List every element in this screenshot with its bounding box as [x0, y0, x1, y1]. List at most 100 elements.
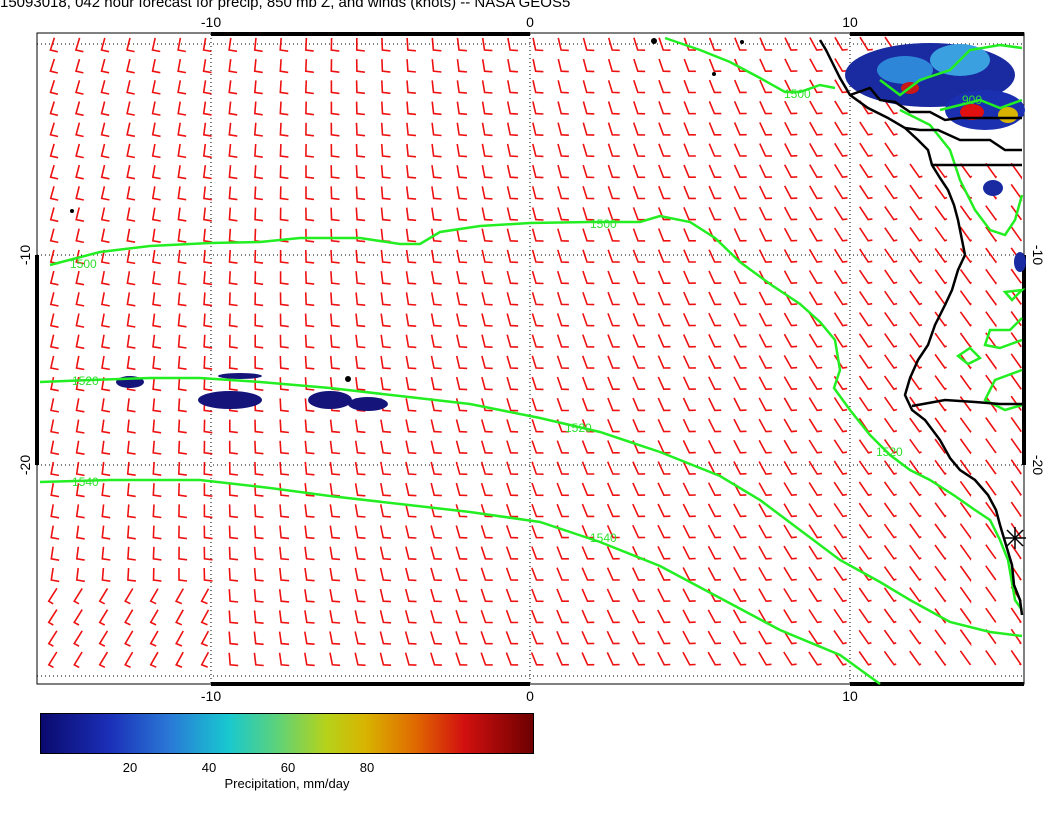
wind-barb — [783, 545, 797, 560]
wind-barb — [279, 567, 290, 582]
wind-barb — [304, 546, 315, 561]
wind-barb — [733, 334, 747, 348]
precip-patches — [116, 43, 1026, 411]
wind-barb — [733, 143, 747, 157]
precip-patch — [218, 373, 262, 379]
wind-barb — [101, 483, 111, 498]
wind-barb — [1010, 416, 1022, 433]
wind-barb — [455, 419, 468, 433]
wind-barb — [607, 291, 620, 306]
wind-barb — [228, 652, 239, 667]
wind-barb — [481, 186, 493, 200]
wind-barb — [1010, 226, 1022, 242]
wind-barb — [330, 228, 340, 243]
wind-barb — [480, 609, 493, 624]
wind-barb — [883, 417, 898, 433]
wind-barb — [505, 525, 519, 539]
wind-barb — [430, 271, 442, 285]
wind-barb — [657, 503, 671, 518]
wind-barb — [75, 334, 85, 350]
wind-barb — [380, 377, 391, 391]
wind-barb — [47, 651, 58, 669]
wind-barb — [959, 480, 972, 497]
wind-barb — [707, 630, 722, 645]
wind-barb — [708, 58, 722, 72]
wind-barb — [733, 270, 747, 285]
wind-barb — [480, 631, 493, 645]
wind-barb — [304, 313, 315, 328]
wind-barb — [1010, 205, 1022, 221]
wind-barb — [379, 610, 392, 624]
wind-barb — [783, 333, 798, 348]
wind-barb — [683, 79, 696, 94]
wind-barb — [380, 419, 391, 433]
wind-barb — [456, 334, 468, 349]
wind-barb — [355, 59, 365, 73]
wind-barb — [405, 398, 417, 412]
wind-barb — [632, 376, 646, 390]
wind-barb — [909, 502, 922, 518]
wind-barb — [124, 609, 134, 626]
wind-barbs — [47, 36, 1023, 669]
wind-barb — [959, 544, 972, 561]
wind-barb — [305, 249, 315, 264]
wind-barb — [783, 630, 797, 645]
wind-barb — [934, 417, 947, 433]
wind-barb — [100, 313, 110, 328]
wind-barb — [304, 461, 315, 476]
wind-barb — [632, 291, 646, 306]
wind-barb — [305, 165, 315, 179]
wind-barb — [859, 248, 873, 263]
wind-barb — [909, 227, 923, 242]
wind-barb — [833, 206, 848, 221]
wind-barb — [632, 249, 646, 263]
wind-barb — [606, 461, 620, 475]
wind-barb — [909, 354, 923, 369]
wind-barb — [126, 271, 136, 286]
wind-barb — [506, 398, 519, 412]
wind-barb — [254, 249, 264, 264]
wind-barb — [304, 37, 314, 52]
wind-barb — [100, 122, 110, 138]
wind-barb — [203, 207, 212, 222]
wind-barb — [405, 292, 417, 306]
wind-barb — [279, 504, 290, 518]
wind-barb — [354, 567, 366, 582]
wind-barb — [632, 524, 646, 539]
wind-barb — [682, 461, 696, 475]
wind-barb — [631, 630, 646, 645]
wind-barb — [658, 101, 671, 115]
wind-barb — [858, 290, 873, 306]
wind-barb — [100, 37, 110, 53]
wind-barb — [959, 374, 972, 391]
wind-barb — [177, 80, 187, 95]
wind-barb — [431, 249, 442, 264]
wind-barb — [784, 100, 798, 115]
wind-barb — [75, 186, 84, 201]
wind-barb — [808, 418, 823, 433]
wind-barb — [254, 419, 264, 434]
wind-barb — [152, 546, 162, 561]
wind-barb — [985, 247, 997, 264]
wind-barb — [152, 377, 162, 392]
wind-barb — [329, 483, 341, 497]
wind-barb — [126, 313, 136, 328]
wind-barb — [682, 524, 696, 539]
wind-barb — [98, 609, 109, 626]
wind-barb — [858, 312, 873, 327]
wind-barb — [505, 652, 519, 666]
wind-barb — [177, 143, 187, 159]
wind-barb — [381, 101, 391, 116]
wind-barb — [202, 80, 212, 95]
wind-barb — [380, 355, 391, 370]
wind-barb — [506, 270, 519, 285]
wind-barb — [203, 292, 213, 307]
wind-barb — [481, 313, 493, 327]
wind-barb — [253, 631, 264, 646]
wind-barb — [229, 419, 238, 434]
wind-barb — [758, 482, 772, 497]
wind-barb — [556, 313, 569, 327]
wind-barb — [607, 185, 620, 200]
wind-barb — [758, 249, 773, 263]
wind-barb — [707, 482, 722, 497]
